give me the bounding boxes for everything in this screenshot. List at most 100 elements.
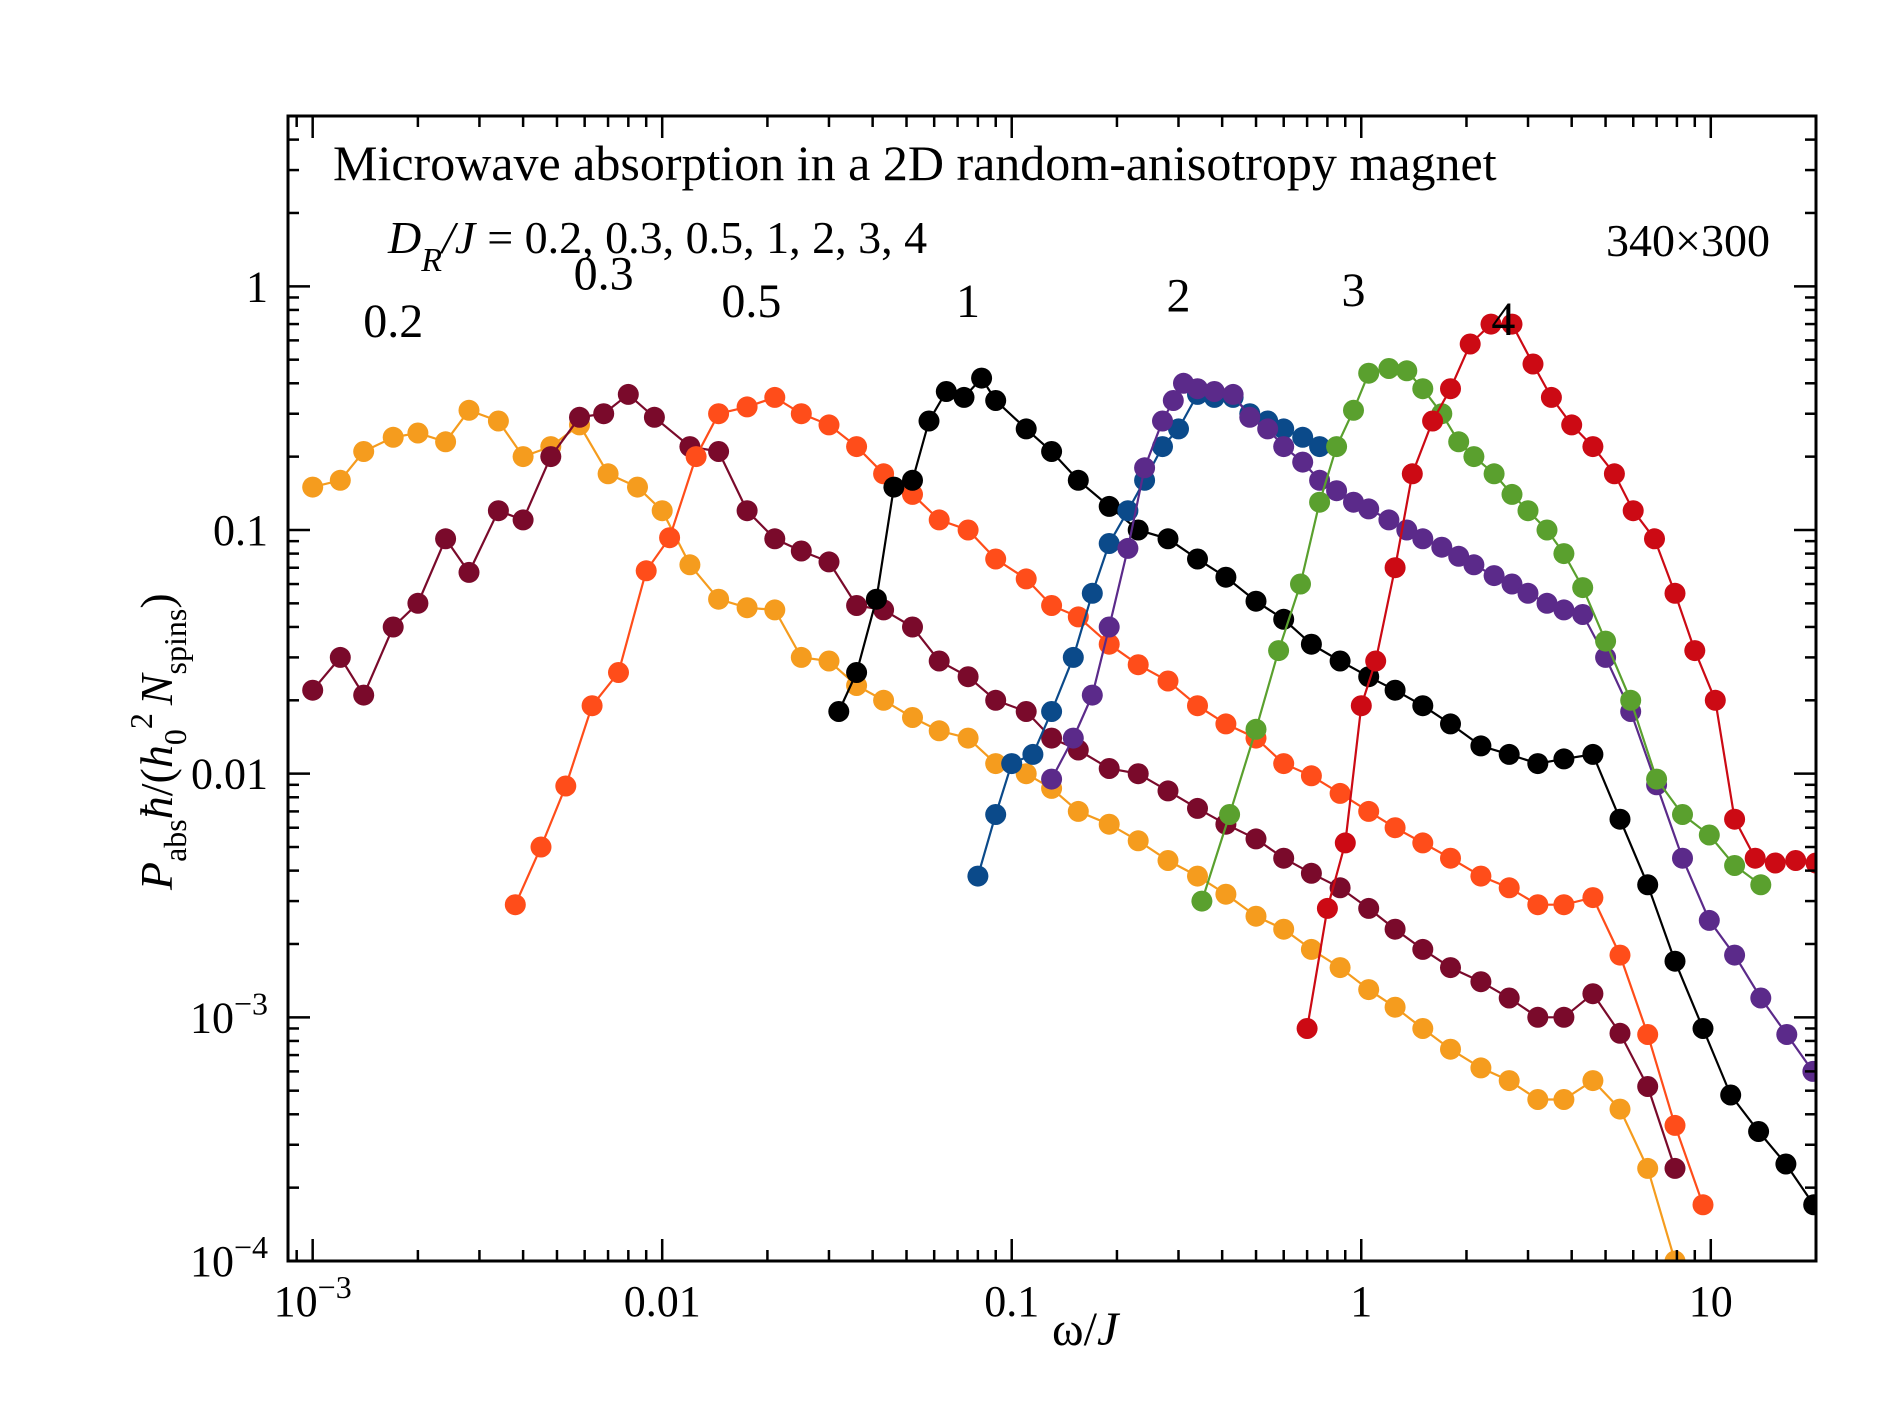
data-point bbox=[1744, 847, 1766, 869]
data-point bbox=[1273, 608, 1295, 630]
data-point bbox=[1041, 595, 1063, 616]
data-point bbox=[530, 836, 552, 858]
series-line-4 bbox=[1306, 323, 1816, 1029]
data-point bbox=[818, 414, 840, 436]
x-tick-label: 10−3 bbox=[274, 1269, 352, 1326]
data-point bbox=[1292, 451, 1314, 473]
data-point bbox=[736, 396, 758, 418]
y-label-spins: spins bbox=[157, 609, 193, 675]
data-point bbox=[1127, 654, 1149, 676]
data-point bbox=[1553, 1006, 1575, 1028]
series-label-2: 2 bbox=[1166, 269, 1190, 322]
data-point bbox=[1273, 918, 1295, 940]
series-0.5 bbox=[504, 386, 1714, 1216]
data-point bbox=[1127, 763, 1149, 785]
data-point bbox=[1412, 938, 1434, 960]
data-point bbox=[1222, 383, 1244, 405]
data-point bbox=[1187, 865, 1208, 887]
data-point bbox=[302, 679, 324, 701]
data-point bbox=[1412, 1018, 1434, 1039]
data-point bbox=[1127, 830, 1149, 852]
data-point bbox=[1326, 480, 1348, 502]
data-point bbox=[1273, 418, 1295, 440]
data-point bbox=[1300, 633, 1322, 655]
data-point bbox=[708, 403, 730, 425]
data-point bbox=[1582, 1070, 1604, 1092]
data-point bbox=[569, 406, 590, 428]
data-point bbox=[512, 509, 534, 531]
data-point bbox=[1384, 557, 1406, 579]
x-tick-label: 1 bbox=[1350, 1277, 1372, 1326]
data-point bbox=[928, 650, 950, 672]
data-point bbox=[1215, 566, 1237, 588]
data-point bbox=[1245, 905, 1267, 927]
data-point bbox=[1553, 543, 1575, 565]
data-point bbox=[957, 727, 979, 749]
data-point bbox=[1378, 509, 1400, 531]
data-point bbox=[1378, 358, 1400, 379]
data-point bbox=[353, 684, 375, 706]
data-point bbox=[1561, 414, 1583, 436]
data-point bbox=[1672, 804, 1693, 825]
data-point bbox=[1384, 918, 1406, 940]
data-point bbox=[1062, 646, 1084, 668]
subtitle-over: /J bbox=[439, 212, 478, 263]
y-label-two: 2 bbox=[123, 713, 159, 729]
data-point bbox=[1698, 909, 1720, 931]
data-point bbox=[1358, 362, 1380, 384]
data-point bbox=[935, 381, 957, 402]
series-0.3 bbox=[302, 383, 1686, 1179]
data-point bbox=[1582, 887, 1604, 909]
data-point bbox=[1157, 670, 1179, 692]
data-point bbox=[1098, 495, 1120, 517]
series-line-3 bbox=[1200, 367, 1762, 902]
data-point bbox=[1483, 565, 1505, 587]
data-point bbox=[1720, 1084, 1742, 1106]
data-point bbox=[1273, 847, 1295, 869]
data-point bbox=[1609, 808, 1631, 830]
data-point bbox=[1440, 378, 1461, 400]
data-point bbox=[957, 666, 979, 688]
data-point bbox=[1350, 695, 1372, 717]
data-point bbox=[608, 662, 629, 683]
y-tick-label: 0.01 bbox=[191, 750, 268, 799]
data-point bbox=[846, 436, 868, 458]
y-tick-label: 1 bbox=[246, 262, 268, 311]
data-point bbox=[1412, 695, 1434, 717]
data-point bbox=[597, 463, 619, 485]
data-point bbox=[957, 519, 979, 541]
data-point bbox=[708, 588, 730, 610]
chart-subtitle: DR/J = 0.2, 0.3, 0.5, 1, 2, 3, 4 bbox=[387, 212, 927, 279]
data-point bbox=[1296, 1018, 1318, 1039]
data-point bbox=[679, 554, 701, 576]
data-point bbox=[1527, 1089, 1549, 1110]
data-point bbox=[1582, 436, 1604, 458]
x-axis-label-j: J bbox=[1097, 1303, 1121, 1356]
data-point bbox=[1098, 616, 1120, 638]
data-point bbox=[1553, 894, 1575, 916]
subtitle-subscript: R bbox=[420, 242, 442, 279]
y-tick-label: 10−3 bbox=[190, 985, 268, 1042]
data-point bbox=[407, 422, 429, 444]
series-label-4: 4 bbox=[1491, 293, 1515, 346]
data-point bbox=[1187, 548, 1208, 570]
data-point bbox=[581, 695, 603, 717]
data-point bbox=[685, 446, 707, 468]
data-point bbox=[1191, 890, 1213, 912]
data-point bbox=[1595, 630, 1617, 652]
data-point bbox=[353, 441, 375, 462]
data-point bbox=[985, 753, 1007, 775]
data-point bbox=[873, 689, 895, 711]
data-point bbox=[1459, 333, 1481, 355]
data-point bbox=[1215, 713, 1237, 735]
data-point bbox=[1480, 313, 1502, 335]
y-tick-label: 10−4 bbox=[190, 1229, 268, 1286]
data-point bbox=[1764, 852, 1786, 874]
data-point bbox=[1300, 862, 1322, 884]
data-point bbox=[1684, 640, 1706, 662]
data-point bbox=[1015, 701, 1037, 722]
data-point bbox=[1329, 782, 1351, 804]
data-point bbox=[1067, 469, 1089, 491]
data-point bbox=[1098, 758, 1120, 779]
